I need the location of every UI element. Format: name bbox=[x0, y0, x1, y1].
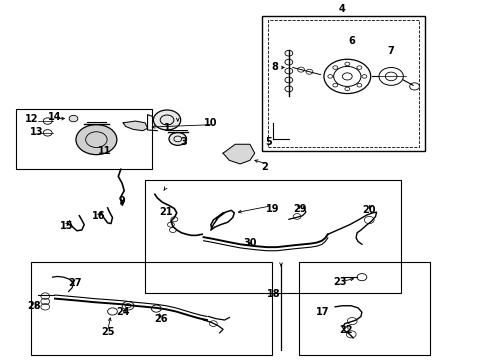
Text: 14: 14 bbox=[48, 112, 62, 122]
Text: 1: 1 bbox=[164, 123, 171, 133]
Text: 4: 4 bbox=[339, 4, 346, 14]
Bar bbox=[298, 262, 430, 355]
Text: 20: 20 bbox=[363, 205, 376, 215]
Text: 24: 24 bbox=[117, 307, 130, 317]
Text: 18: 18 bbox=[268, 289, 281, 298]
Circle shape bbox=[76, 125, 117, 155]
Text: 13: 13 bbox=[30, 127, 43, 137]
Text: 12: 12 bbox=[25, 114, 38, 124]
Text: 6: 6 bbox=[349, 36, 356, 46]
Circle shape bbox=[69, 115, 78, 122]
Text: 19: 19 bbox=[266, 203, 279, 213]
Text: 5: 5 bbox=[266, 138, 272, 148]
Text: 9: 9 bbox=[119, 197, 125, 206]
Text: 15: 15 bbox=[59, 221, 73, 231]
Text: 22: 22 bbox=[340, 325, 353, 335]
Text: 29: 29 bbox=[293, 204, 306, 214]
Text: 17: 17 bbox=[316, 307, 330, 317]
Text: 10: 10 bbox=[204, 118, 218, 128]
Circle shape bbox=[153, 110, 181, 130]
Bar bbox=[262, 16, 425, 152]
Text: 8: 8 bbox=[271, 63, 278, 72]
Bar bbox=[30, 262, 272, 355]
Text: 27: 27 bbox=[69, 278, 82, 288]
Text: 26: 26 bbox=[154, 314, 168, 324]
Text: 30: 30 bbox=[243, 238, 257, 248]
Text: 7: 7 bbox=[388, 46, 394, 57]
Text: 3: 3 bbox=[181, 138, 188, 148]
Text: 11: 11 bbox=[98, 147, 112, 157]
Polygon shape bbox=[223, 144, 255, 164]
Bar bbox=[269, 20, 419, 147]
Text: 2: 2 bbox=[261, 162, 268, 172]
Text: 28: 28 bbox=[28, 301, 41, 311]
Polygon shape bbox=[123, 121, 147, 131]
Circle shape bbox=[169, 132, 187, 145]
Bar bbox=[145, 180, 401, 293]
Text: 25: 25 bbox=[101, 327, 114, 337]
Text: 21: 21 bbox=[159, 207, 172, 217]
Bar bbox=[16, 109, 152, 169]
Text: 23: 23 bbox=[333, 277, 347, 287]
Text: 16: 16 bbox=[92, 211, 105, 221]
